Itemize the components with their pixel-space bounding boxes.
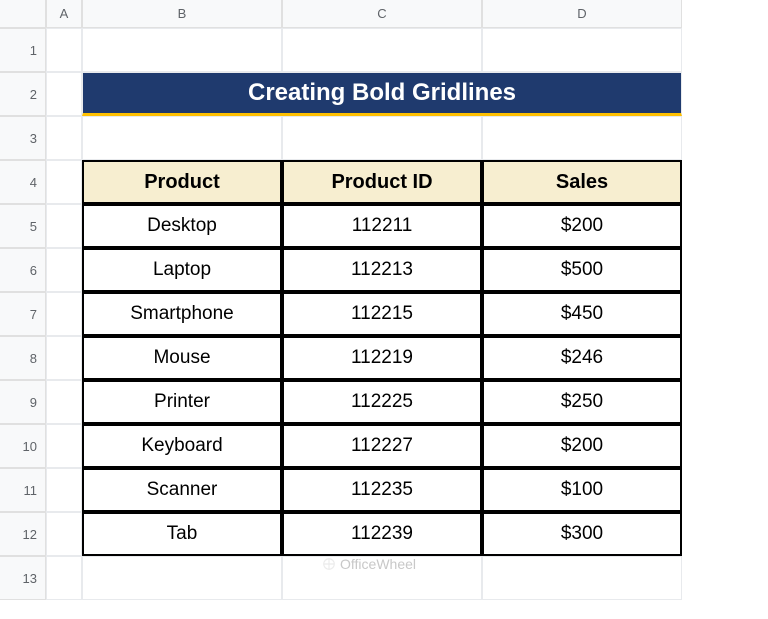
table-row[interactable]: $500 [482,248,682,292]
row-header-2[interactable]: 2 [0,72,46,116]
row-header-3[interactable]: 3 [0,116,46,160]
col-header-d[interactable]: D [482,0,682,28]
cell-a8[interactable] [46,336,82,380]
row-header-13[interactable]: 13 [0,556,46,600]
cell-b1[interactable] [82,28,282,72]
row-header-11[interactable]: 11 [0,468,46,512]
cell-a10[interactable] [46,424,82,468]
table-row[interactable]: 112211 [282,204,482,248]
row-header-4[interactable]: 4 [0,160,46,204]
row-header-1[interactable]: 1 [0,28,46,72]
table-row[interactable]: 112235 [282,468,482,512]
table-row[interactable]: $246 [482,336,682,380]
cell-a9[interactable] [46,380,82,424]
table-row[interactable]: $100 [482,468,682,512]
cell-b13[interactable] [82,556,282,600]
table-row[interactable]: $200 [482,424,682,468]
spreadsheet-grid: A B C D 1 2 Creating Bold Gridlines 3 4 … [0,0,768,600]
row-header-12[interactable]: 12 [0,512,46,556]
cell-a4[interactable] [46,160,82,204]
row-header-9[interactable]: 9 [0,380,46,424]
table-row[interactable]: 112219 [282,336,482,380]
row-header-7[interactable]: 7 [0,292,46,336]
cell-c13[interactable] [282,556,482,600]
cell-c3[interactable] [282,116,482,160]
cell-a7[interactable] [46,292,82,336]
table-row[interactable]: 112215 [282,292,482,336]
table-row[interactable]: Laptop [82,248,282,292]
cell-a6[interactable] [46,248,82,292]
table-row[interactable]: Smartphone [82,292,282,336]
header-sales[interactable]: Sales [482,160,682,204]
table-row[interactable]: $300 [482,512,682,556]
header-product-id[interactable]: Product ID [282,160,482,204]
table-row[interactable]: 112225 [282,380,482,424]
row-header-10[interactable]: 10 [0,424,46,468]
cell-a5[interactable] [46,204,82,248]
select-all-corner[interactable] [0,0,46,28]
table-row[interactable]: Keyboard [82,424,282,468]
title-cell[interactable]: Creating Bold Gridlines [82,72,682,116]
cell-a2[interactable] [46,72,82,116]
row-header-5[interactable]: 5 [0,204,46,248]
table-row[interactable]: 112239 [282,512,482,556]
table-row[interactable]: Tab [82,512,282,556]
cell-d1[interactable] [482,28,682,72]
header-product[interactable]: Product [82,160,282,204]
cell-c1[interactable] [282,28,482,72]
table-row[interactable]: Mouse [82,336,282,380]
table-row[interactable]: 112227 [282,424,482,468]
table-row[interactable]: $250 [482,380,682,424]
col-header-b[interactable]: B [82,0,282,28]
table-row[interactable]: Printer [82,380,282,424]
cell-a1[interactable] [46,28,82,72]
table-row[interactable]: Scanner [82,468,282,512]
row-header-6[interactable]: 6 [0,248,46,292]
cell-d13[interactable] [482,556,682,600]
cell-b3[interactable] [82,116,282,160]
cell-a13[interactable] [46,556,82,600]
cell-a11[interactable] [46,468,82,512]
col-header-c[interactable]: C [282,0,482,28]
cell-a12[interactable] [46,512,82,556]
table-row[interactable]: 112213 [282,248,482,292]
cell-d3[interactable] [482,116,682,160]
table-row[interactable]: $450 [482,292,682,336]
cell-a3[interactable] [46,116,82,160]
row-header-8[interactable]: 8 [0,336,46,380]
table-row[interactable]: $200 [482,204,682,248]
table-row[interactable]: Desktop [82,204,282,248]
col-header-a[interactable]: A [46,0,82,28]
